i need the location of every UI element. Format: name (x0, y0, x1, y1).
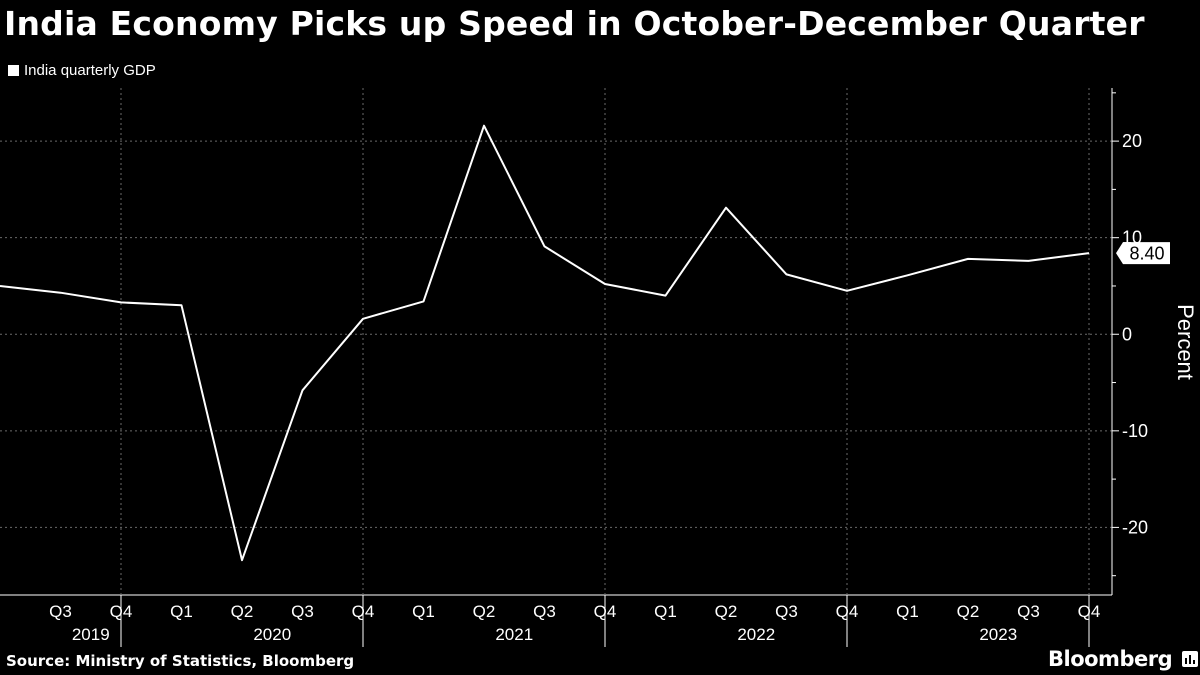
x-tick-label: Q3 (775, 602, 798, 621)
x-tick-label: Q2 (715, 602, 738, 621)
y-axis-title: Percent (1173, 304, 1198, 380)
x-tick-label: Q1 (170, 602, 193, 621)
x-tick-label: Q3 (49, 602, 72, 621)
x-tick-label: Q3 (291, 602, 314, 621)
y-tick-label: -20 (1122, 517, 1148, 537)
x-tick-label: Q2 (957, 602, 980, 621)
x-tick-label: Q4 (1078, 602, 1101, 621)
x-tick-label: Q4 (110, 602, 133, 621)
bloomberg-logo: Bloomberg (1048, 647, 1199, 671)
bar-chart-icon (1182, 651, 1199, 667)
chart-title: India Economy Picks up Speed in October-… (4, 4, 1145, 43)
legend: India quarterly GDP (8, 62, 156, 79)
source-note: Source: Ministry of Statistics, Bloomber… (6, 652, 355, 670)
year-label: 2023 (979, 625, 1017, 644)
x-tick-label: Q2 (473, 602, 496, 621)
x-tick-label: Q4 (594, 602, 617, 621)
x-tick-label: Q1 (896, 602, 919, 621)
year-label: 2021 (495, 625, 533, 644)
x-tick-label: Q2 (231, 602, 254, 621)
y-tick-label: 20 (1122, 131, 1142, 151)
y-tick-label: 0 (1122, 324, 1132, 344)
x-tick-label: Q3 (533, 602, 556, 621)
x-tick-label: Q4 (352, 602, 375, 621)
year-label: 2019 (72, 625, 110, 644)
year-label: 2022 (737, 625, 775, 644)
legend-swatch (8, 65, 19, 76)
brand-label: Bloomberg (1048, 647, 1173, 671)
last-value-label: 8.40 (1129, 244, 1164, 264)
legend-label: India quarterly GDP (24, 62, 156, 79)
x-tick-label: Q3 (1017, 602, 1040, 621)
last-value-callout (1116, 242, 1170, 265)
x-tick-label: Q4 (836, 602, 859, 621)
year-label: 2020 (253, 625, 291, 644)
gdp-series-line (0, 124, 1090, 562)
x-tick-label: Q1 (654, 602, 677, 621)
y-tick-label: -10 (1122, 421, 1148, 441)
x-tick-label: Q1 (412, 602, 435, 621)
